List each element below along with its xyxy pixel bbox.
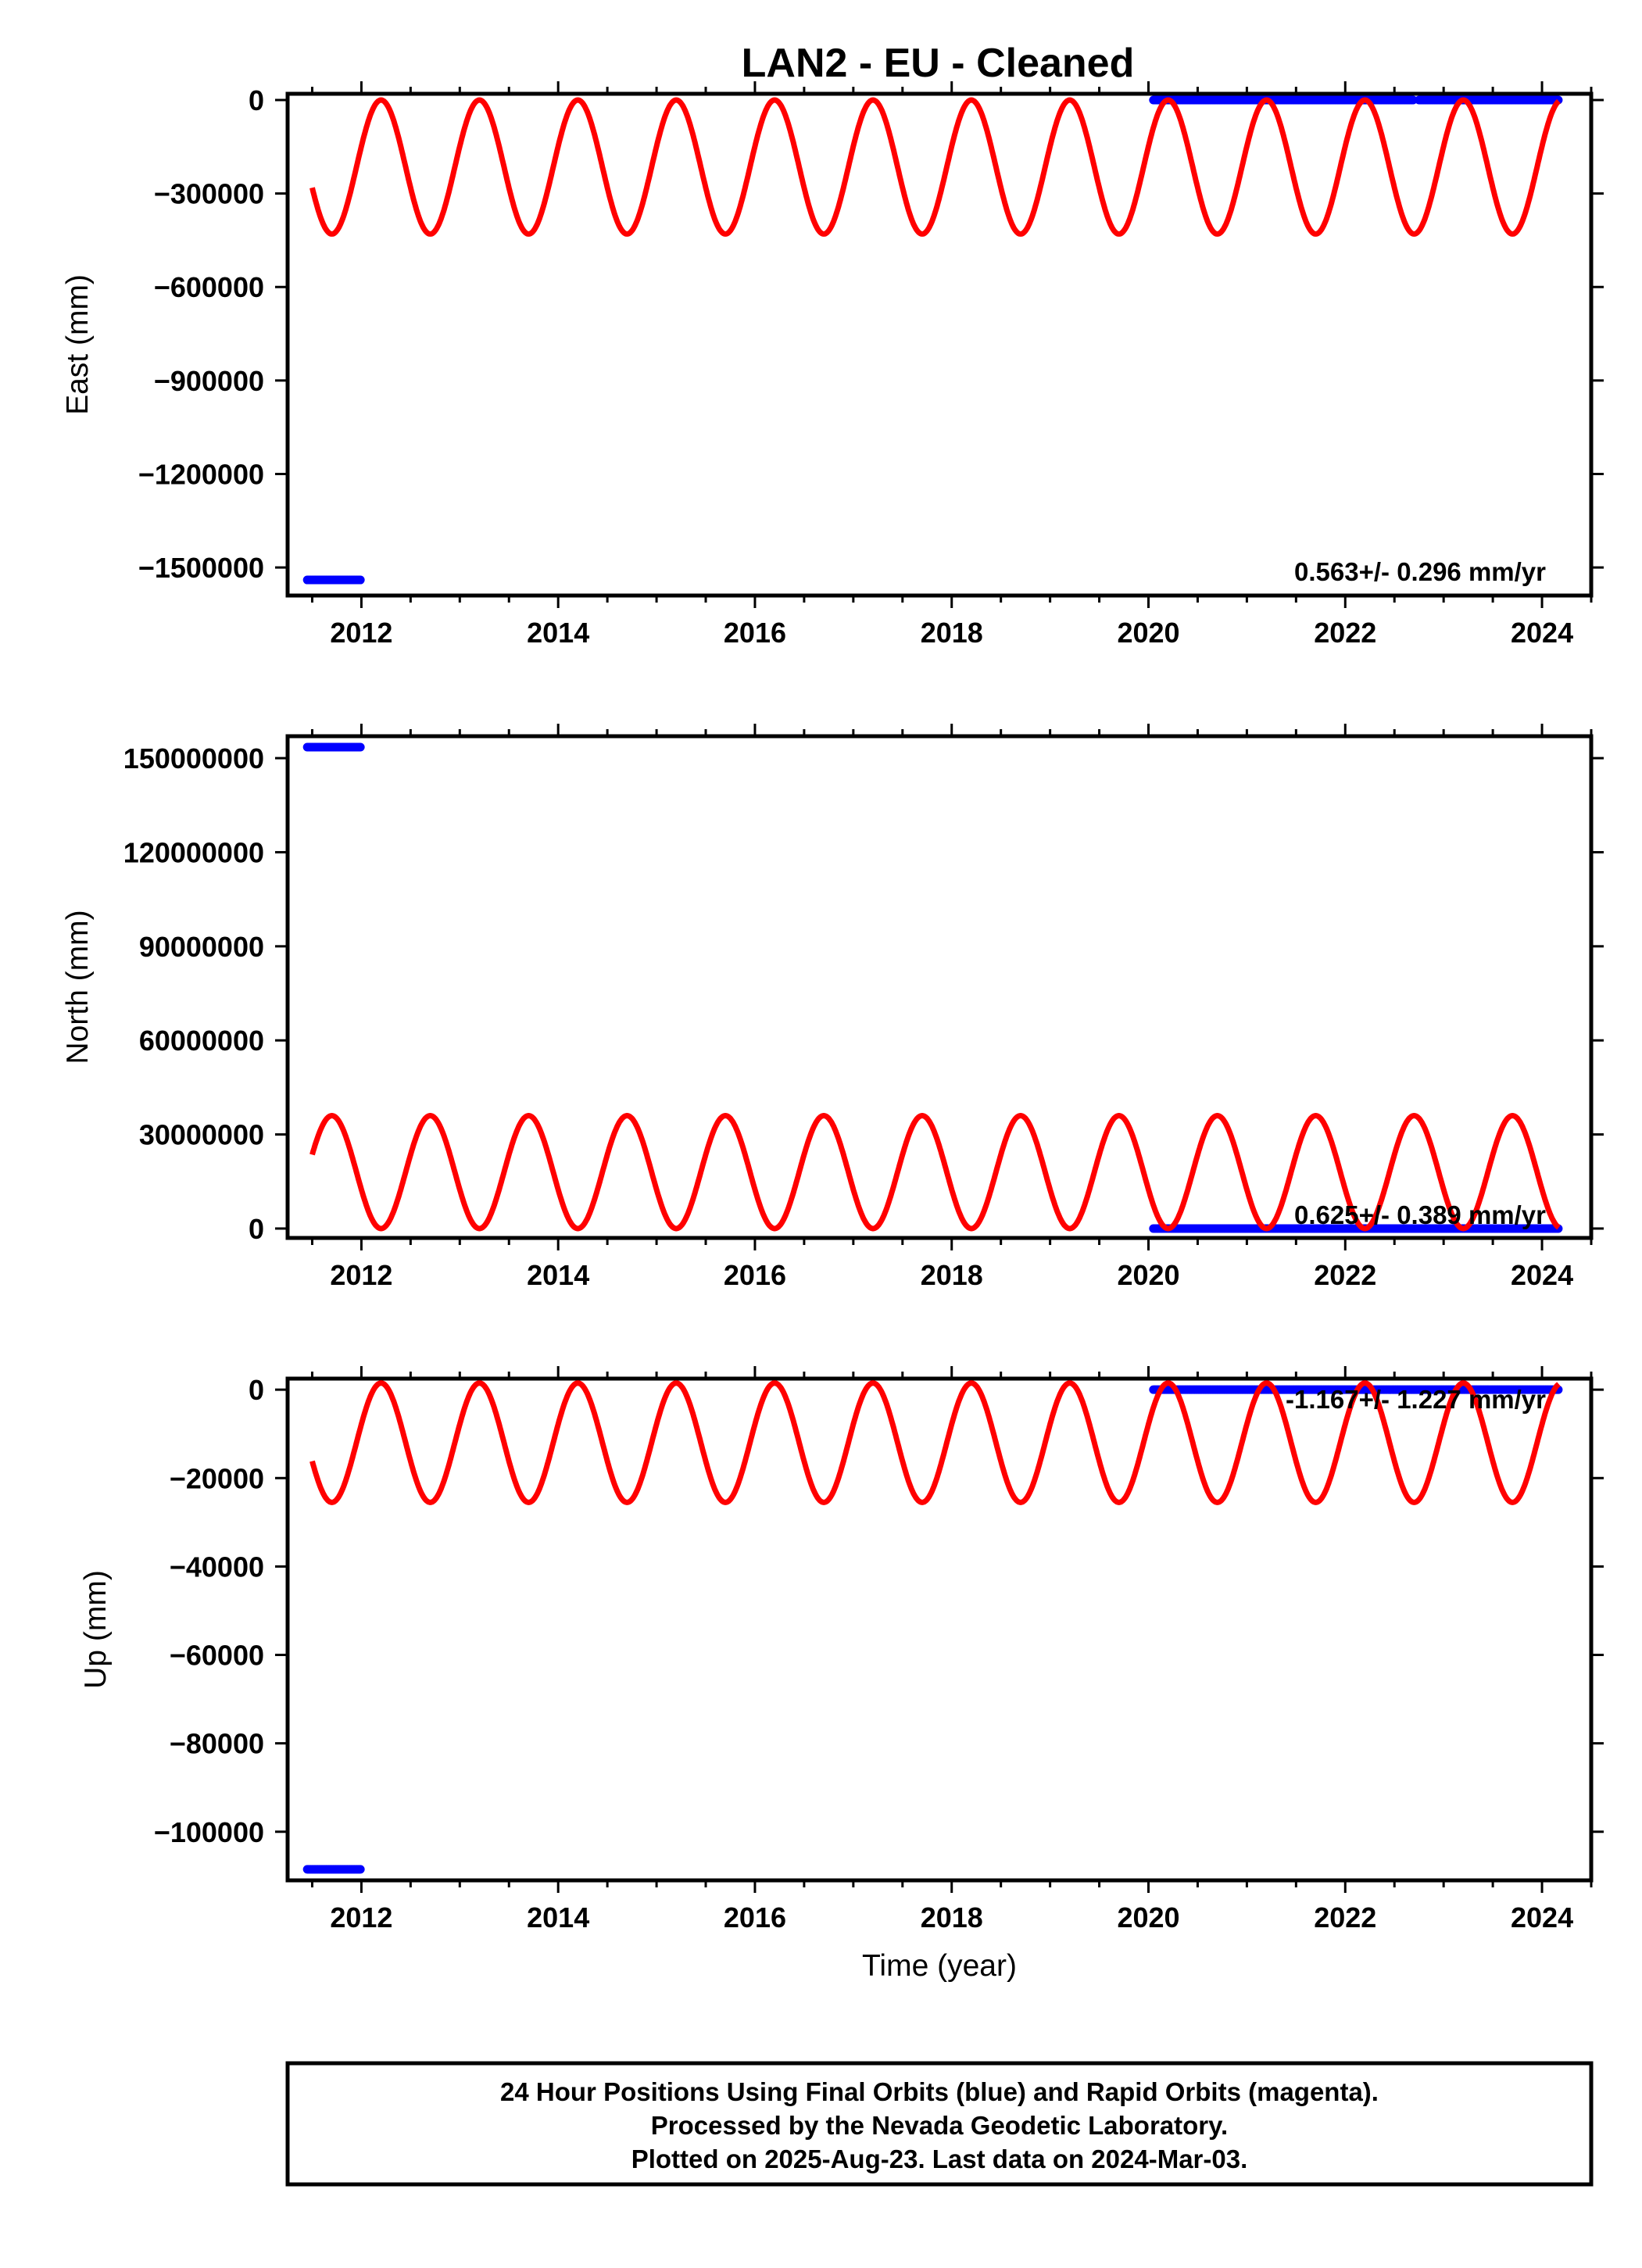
up-y-tick-label: −80000 (170, 1728, 264, 1760)
up-plot-frame (285, 1376, 1594, 1883)
north-x-tick-label: 2020 (1117, 1259, 1179, 1291)
east-y-axis-label: East (mm) (61, 274, 95, 415)
up-y-tick-label: −60000 (170, 1640, 264, 1672)
east-x-tick-label: 2022 (1314, 617, 1376, 649)
up-x-tick-label: 2012 (330, 1901, 392, 1934)
east-x-tick-label: 2012 (330, 617, 392, 649)
north-rate-label: 0.625+/- 0.389 mm/yr (1294, 1200, 1546, 1229)
up-y-tick-label: −100000 (154, 1816, 264, 1848)
footer-line-3: Plotted on 2025-Aug-23. Last data on 202… (631, 2145, 1248, 2173)
east-data-point (356, 575, 365, 585)
east-y-tick-label: −600000 (154, 271, 264, 303)
east-y-tick-label: −900000 (154, 365, 264, 397)
up-x-tick-label: 2016 (724, 1901, 786, 1934)
up-x-tick-label: 2018 (921, 1901, 983, 1934)
up-y-tick-label: −20000 (170, 1462, 264, 1494)
north-x-tick-label: 2016 (724, 1259, 786, 1291)
east-plot-frame (285, 91, 1594, 598)
east-y-tick-label: −300000 (154, 178, 264, 210)
up-y-axis-label: Up (mm) (79, 1570, 113, 1689)
north-y-tick-label: 30000000 (139, 1119, 264, 1151)
up-y-tick-label: 0 (249, 1374, 264, 1406)
up-rate-label: -1.167+/- 1.227 mm/yr (1286, 1385, 1546, 1414)
north-x-tick-label: 2014 (527, 1259, 589, 1291)
north-y-axis-label: North (mm) (61, 910, 95, 1064)
up-x-tick-label: 2020 (1117, 1901, 1179, 1934)
east-x-tick-label: 2016 (724, 617, 786, 649)
north-x-tick-label: 2022 (1314, 1259, 1376, 1291)
east-rate-label: 0.563+/- 0.296 mm/yr (1294, 557, 1546, 586)
east-x-tick-label: 2018 (921, 617, 983, 649)
panel-north: 2012 2014 2016 2018 2020 2022 2024 0 30000000 600… (61, 724, 1604, 1291)
east-y-tick-label: 0 (249, 84, 264, 116)
north-data-point (356, 742, 365, 752)
north-y-tick-label: 60000000 (139, 1025, 264, 1057)
north-y-tick-label: 120000000 (123, 836, 264, 868)
east-y-tick-label: −1500000 (138, 552, 264, 584)
footer-line-1: 24 Hour Positions Using Final Orbits (bl… (500, 2077, 1379, 2106)
panel-east: 2012 2014 2016 2018 2020 2022 2024 0 −300000 −600… (61, 81, 1604, 649)
up-x-tick-label: 2014 (527, 1901, 589, 1934)
panel-up: 2012 2014 2016 2018 2020 2022 2024 0 −20000 −4000… (79, 1366, 1604, 1934)
north-y-tick-label: 150000000 (123, 742, 264, 774)
north-y-tick-label: 90000000 (139, 931, 264, 963)
north-x-tick-label: 2024 (1511, 1259, 1573, 1291)
footer-frame (285, 2061, 1594, 2187)
footer-line-2: Processed by the Nevada Geodetic Laborat… (651, 2111, 1228, 2140)
footer-box: 24 Hour Positions Using Final Orbits (bl… (285, 2061, 1594, 2187)
east-x-tick-label: 2014 (527, 617, 589, 649)
north-y-tick-label: 0 (249, 1213, 264, 1245)
east-y-tick-label: −1200000 (138, 458, 264, 490)
north-model-curve (309, 1113, 1561, 1232)
chart-title: LAN2 - EU - Cleaned (742, 41, 1135, 86)
up-model-curve (309, 1380, 1561, 1505)
x-axis-label: Time (year) (862, 1949, 1017, 1983)
north-x-tick-label: 2018 (921, 1259, 983, 1291)
up-x-tick-label: 2024 (1511, 1901, 1573, 1934)
up-data-point (356, 1865, 365, 1874)
east-data-point (1408, 95, 1418, 105)
north-x-tick-label: 2012 (330, 1259, 392, 1291)
up-y-tick-label: −40000 (170, 1551, 264, 1583)
up-x-tick-label: 2022 (1314, 1901, 1376, 1934)
east-model-curve (309, 97, 1561, 237)
east-x-tick-label: 2020 (1117, 617, 1179, 649)
north-plot-frame (285, 734, 1594, 1240)
east-x-tick-label: 2024 (1511, 617, 1573, 649)
